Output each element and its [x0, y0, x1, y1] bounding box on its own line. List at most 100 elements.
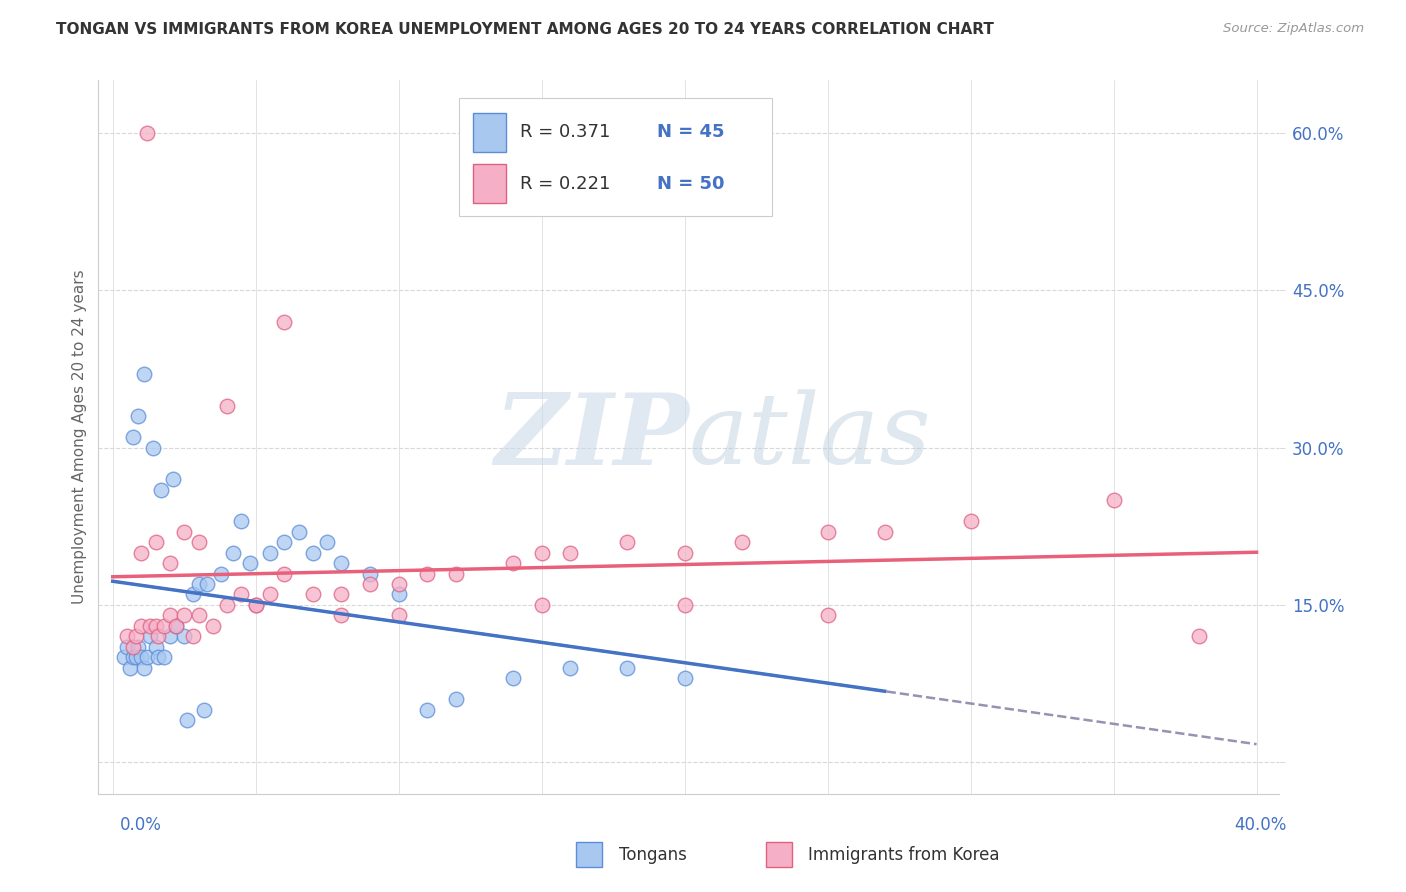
Point — [1102, 493, 1125, 508]
Point — [502, 556, 524, 570]
Point — [239, 556, 262, 570]
Point — [181, 587, 204, 601]
Point — [273, 566, 295, 581]
Point — [231, 587, 253, 601]
Point — [136, 126, 159, 140]
Point — [731, 535, 754, 549]
Point — [673, 598, 696, 612]
Bar — [472, 164, 506, 203]
Point — [502, 672, 524, 686]
Point — [316, 535, 339, 549]
Point — [127, 640, 149, 654]
Point — [231, 514, 253, 528]
Point — [330, 587, 353, 601]
Point — [115, 640, 138, 654]
Point — [153, 650, 176, 665]
Point — [121, 650, 143, 665]
Point — [209, 566, 232, 581]
Text: Source: ZipAtlas.com: Source: ZipAtlas.com — [1223, 22, 1364, 36]
Text: 0.0%: 0.0% — [120, 816, 162, 834]
Point — [245, 598, 267, 612]
Point — [273, 315, 295, 329]
Text: N = 50: N = 50 — [657, 175, 724, 193]
Point — [124, 630, 146, 644]
Point — [187, 608, 209, 623]
Point — [616, 535, 638, 549]
Bar — [576, 842, 602, 867]
Point — [159, 630, 181, 644]
FancyBboxPatch shape — [458, 98, 772, 216]
Point — [131, 619, 153, 633]
Point — [273, 535, 295, 549]
Text: TONGAN VS IMMIGRANTS FROM KOREA UNEMPLOYMENT AMONG AGES 20 TO 24 YEARS CORRELATI: TONGAN VS IMMIGRANTS FROM KOREA UNEMPLOY… — [56, 22, 994, 37]
Point — [176, 714, 198, 728]
Point — [530, 545, 553, 559]
Point — [959, 514, 981, 528]
Point — [388, 577, 411, 591]
Point — [444, 692, 467, 706]
Point — [187, 535, 209, 549]
Text: R = 0.221: R = 0.221 — [520, 175, 610, 193]
Point — [1188, 630, 1211, 644]
Point — [873, 524, 896, 539]
Point — [145, 640, 167, 654]
Point — [673, 672, 696, 686]
Point — [153, 619, 176, 633]
Point — [359, 566, 381, 581]
Point — [817, 524, 839, 539]
Point — [121, 640, 143, 654]
Point — [245, 598, 267, 612]
Point — [134, 367, 156, 381]
Bar — [766, 842, 792, 867]
Point — [193, 703, 215, 717]
Point — [330, 556, 353, 570]
Point — [148, 650, 170, 665]
Point — [560, 661, 582, 675]
Point — [112, 650, 135, 665]
Point — [148, 630, 170, 644]
Point — [201, 619, 224, 633]
Point — [165, 619, 187, 633]
Point — [187, 577, 209, 591]
Point — [124, 650, 146, 665]
Point — [616, 661, 638, 675]
Text: atlas: atlas — [689, 390, 932, 484]
Point — [560, 545, 582, 559]
Point — [259, 587, 281, 601]
Point — [139, 630, 162, 644]
Point — [673, 545, 696, 559]
Point — [302, 545, 325, 559]
Text: R = 0.371: R = 0.371 — [520, 123, 610, 141]
Point — [162, 472, 184, 486]
Point — [173, 630, 195, 644]
Point — [131, 650, 153, 665]
Text: Tongans: Tongans — [619, 846, 686, 863]
Point — [173, 608, 195, 623]
Point — [330, 608, 353, 623]
Point — [159, 556, 181, 570]
Point — [118, 661, 141, 675]
Bar — [472, 112, 506, 152]
Point — [416, 566, 439, 581]
Point — [127, 409, 149, 423]
Point — [530, 598, 553, 612]
Point — [136, 650, 159, 665]
Point — [222, 545, 245, 559]
Point — [259, 545, 281, 559]
Point — [416, 703, 439, 717]
Point — [195, 577, 218, 591]
Point — [150, 483, 173, 497]
Point — [142, 441, 165, 455]
Point — [165, 619, 187, 633]
Point — [145, 535, 167, 549]
Point — [121, 430, 143, 444]
Point — [131, 545, 153, 559]
Point — [115, 630, 138, 644]
Point — [217, 598, 239, 612]
Point — [359, 577, 381, 591]
Point — [134, 661, 156, 675]
Point — [444, 566, 467, 581]
Text: ZIP: ZIP — [494, 389, 689, 485]
Point — [287, 524, 309, 539]
Point — [217, 399, 239, 413]
